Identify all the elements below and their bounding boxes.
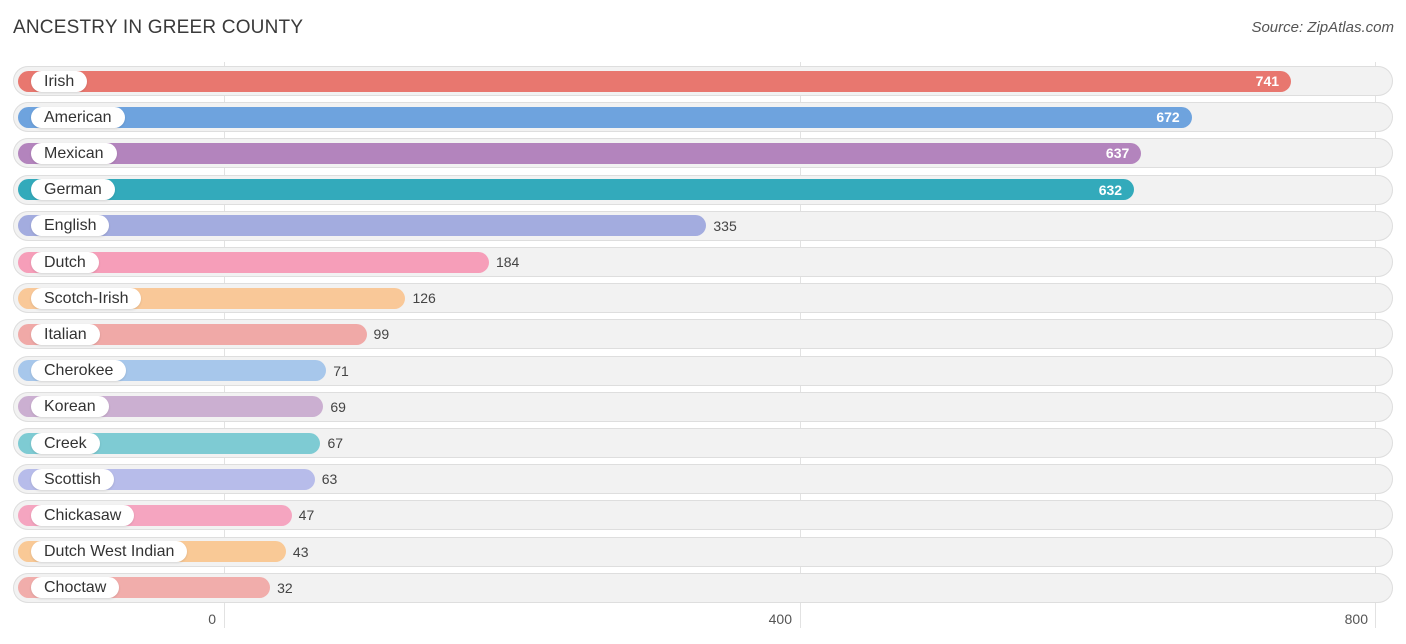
bar	[18, 70, 1292, 92]
category-label: Cherokee	[31, 360, 127, 382]
category-label: Mexican	[31, 142, 117, 164]
value-label: 741	[1255, 73, 1280, 89]
bar	[18, 179, 1135, 201]
value-label: 672	[1156, 109, 1180, 126]
category-label: Dutch	[31, 251, 99, 273]
x-tick-label: 800	[1344, 611, 1368, 627]
category-label: Dutch West Indian	[31, 541, 188, 563]
category-label: German	[31, 179, 115, 201]
value-label: 69	[330, 398, 346, 415]
source-label: Source: ZipAtlas.com	[1251, 19, 1394, 36]
bar	[18, 106, 1192, 128]
chart-title: ANCESTRY IN GREER COUNTY	[13, 17, 304, 38]
value-label: 184	[495, 254, 520, 270]
x-tick-label: 400	[768, 611, 792, 627]
value-label: 67	[327, 435, 344, 451]
category-label: Irish	[31, 70, 88, 92]
bar	[18, 142, 1142, 164]
bar	[18, 215, 707, 237]
value-label: 99	[373, 326, 390, 343]
category-label: Creek	[31, 432, 100, 454]
category-label: Chickasaw	[31, 504, 135, 526]
value-label: 126	[412, 290, 436, 307]
category-label: Korean	[31, 396, 109, 418]
value-label: 63	[321, 471, 338, 488]
value-label: 71	[333, 362, 349, 379]
category-label: English	[31, 215, 110, 237]
value-label: 637	[1105, 145, 1130, 162]
bar	[18, 251, 489, 273]
x-tick-label: 0	[208, 611, 216, 627]
value-label: 32	[277, 579, 293, 596]
value-label: 335	[713, 217, 737, 234]
value-label: 632	[1098, 181, 1123, 198]
category-label: Italian	[31, 323, 100, 345]
category-label: American	[31, 106, 125, 128]
category-label: Scotch-Irish	[31, 287, 142, 309]
value-label: 47	[298, 507, 315, 524]
category-label: Choctaw	[31, 577, 120, 599]
bar	[18, 323, 367, 345]
category-label: Scottish	[31, 468, 114, 490]
value-label: 43	[292, 543, 309, 560]
